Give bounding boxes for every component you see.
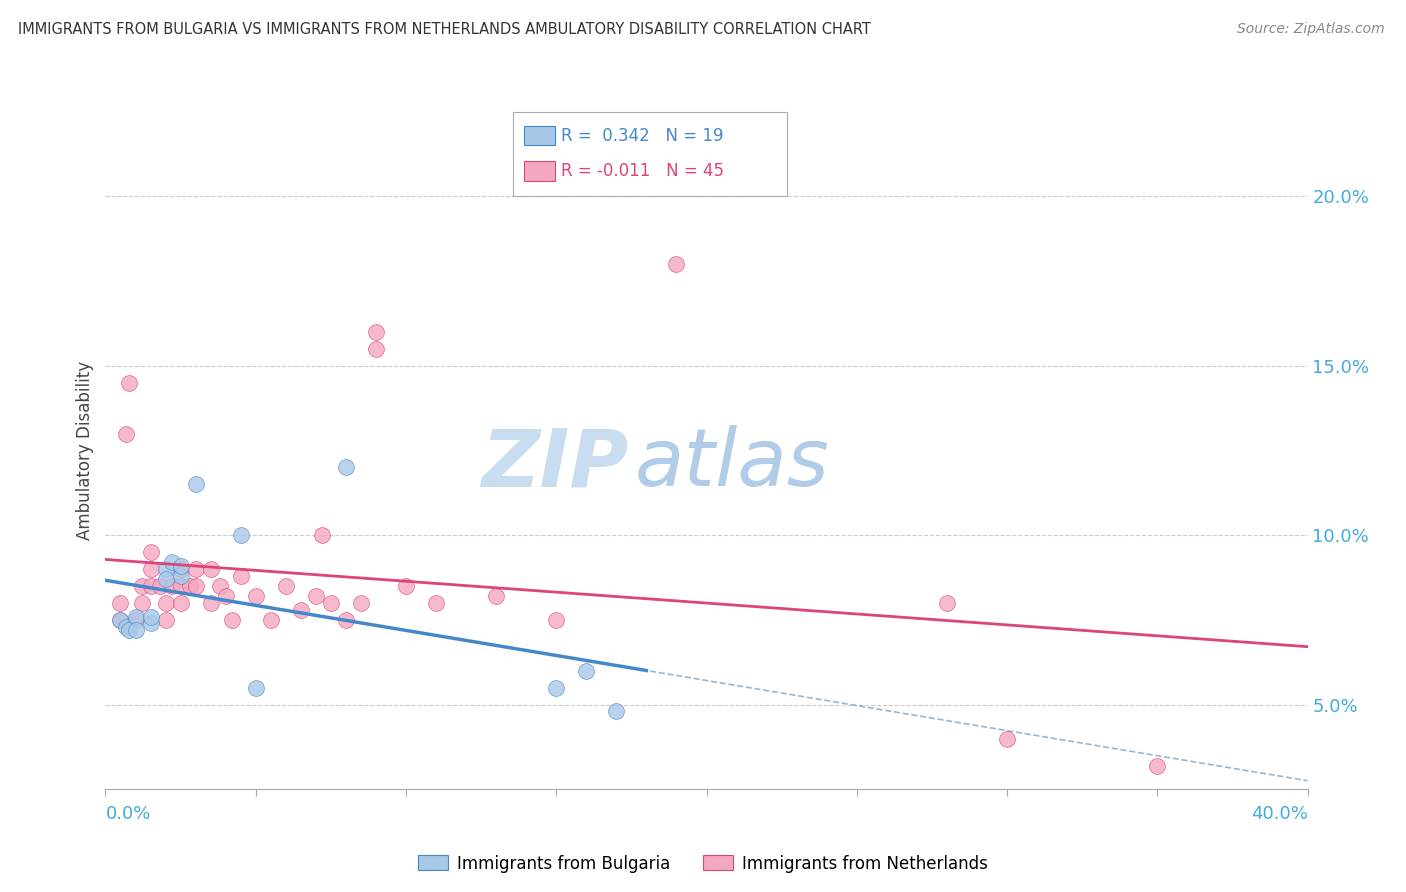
Point <box>169 569 191 583</box>
Point <box>118 623 141 637</box>
Point <box>208 579 231 593</box>
Text: Source: ZipAtlas.com: Source: ZipAtlas.com <box>1237 22 1385 37</box>
Point <box>395 579 418 593</box>
Point <box>575 664 598 678</box>
Point <box>335 613 357 627</box>
Point <box>139 609 162 624</box>
Point <box>665 257 688 271</box>
Point <box>124 613 146 627</box>
Point <box>110 613 132 627</box>
Point <box>245 681 267 695</box>
Text: ZIP: ZIP <box>481 425 628 503</box>
Point <box>260 613 283 627</box>
Point <box>184 562 207 576</box>
Point <box>229 569 252 583</box>
Point <box>214 589 236 603</box>
Point <box>290 603 312 617</box>
Point <box>148 579 170 593</box>
Point <box>485 589 508 603</box>
Point <box>1146 758 1168 772</box>
Point <box>184 579 207 593</box>
Point <box>139 545 162 559</box>
Point <box>110 596 132 610</box>
Text: IMMIGRANTS FROM BULGARIA VS IMMIGRANTS FROM NETHERLANDS AMBULATORY DISABILITY CO: IMMIGRANTS FROM BULGARIA VS IMMIGRANTS F… <box>18 22 872 37</box>
Point <box>139 562 162 576</box>
Point <box>169 562 191 576</box>
Point <box>118 376 141 390</box>
Point <box>274 579 297 593</box>
Point <box>221 613 243 627</box>
Text: 0.0%: 0.0% <box>105 805 150 822</box>
Point <box>546 681 568 695</box>
Point <box>115 620 138 634</box>
Point <box>169 596 191 610</box>
Point <box>139 616 162 631</box>
Point <box>995 731 1018 746</box>
Point <box>155 572 177 586</box>
Point <box>364 325 387 339</box>
Y-axis label: Ambulatory Disability: Ambulatory Disability <box>76 361 94 540</box>
Point <box>160 579 183 593</box>
Point <box>115 426 138 441</box>
Point <box>305 589 328 603</box>
Point <box>319 596 342 610</box>
Point <box>139 579 162 593</box>
Legend: Immigrants from Bulgaria, Immigrants from Netherlands: Immigrants from Bulgaria, Immigrants fro… <box>412 848 994 880</box>
Point <box>936 596 959 610</box>
Point <box>155 596 177 610</box>
Point <box>200 596 222 610</box>
Point <box>160 555 183 569</box>
Point <box>229 528 252 542</box>
Point <box>311 528 333 542</box>
Point <box>124 623 146 637</box>
Point <box>155 613 177 627</box>
Point <box>131 596 153 610</box>
Point <box>425 596 447 610</box>
Point <box>335 460 357 475</box>
Point <box>169 579 191 593</box>
Point <box>184 477 207 491</box>
Point <box>546 613 568 627</box>
Text: 40.0%: 40.0% <box>1251 805 1308 822</box>
Text: R =  0.342   N = 19: R = 0.342 N = 19 <box>561 127 724 145</box>
Text: R = -0.011   N = 45: R = -0.011 N = 45 <box>561 162 724 180</box>
Point <box>364 342 387 356</box>
Point <box>110 613 132 627</box>
Point <box>179 579 201 593</box>
Point <box>605 705 627 719</box>
Point <box>245 589 267 603</box>
Point <box>350 596 373 610</box>
Text: atlas: atlas <box>634 425 830 503</box>
Point <box>124 609 146 624</box>
Point <box>200 562 222 576</box>
Point <box>169 558 191 573</box>
Point <box>155 562 177 576</box>
Point <box>131 579 153 593</box>
